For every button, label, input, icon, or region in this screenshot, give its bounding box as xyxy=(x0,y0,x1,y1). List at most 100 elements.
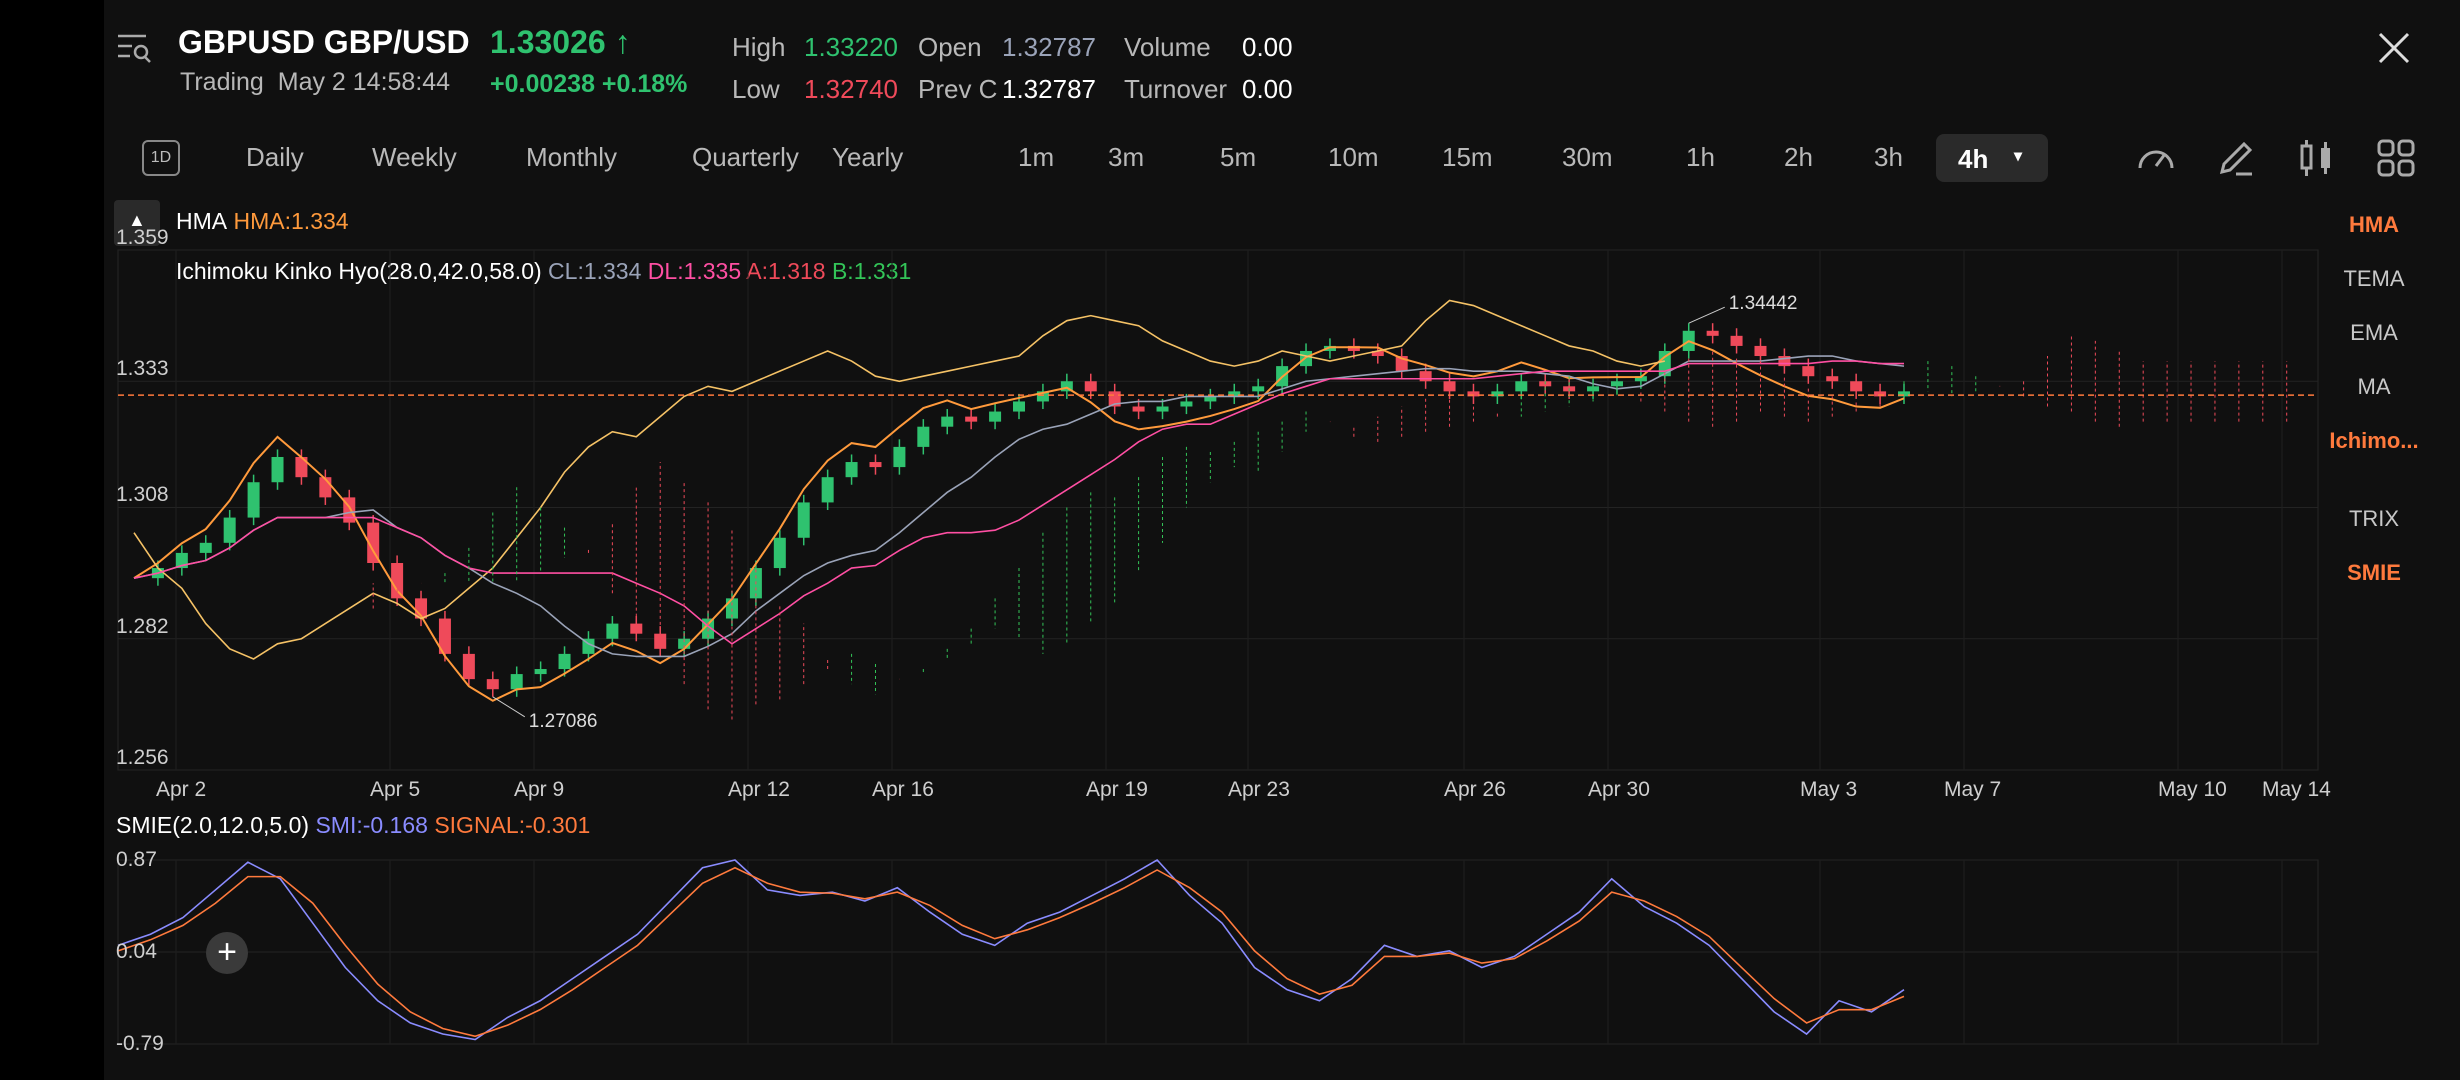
date-tick-label: Apr 26 xyxy=(1444,778,1506,801)
up-arrow-icon: ↑ xyxy=(614,24,631,60)
candle xyxy=(462,653,475,680)
prevc-label: Prev C xyxy=(918,74,998,104)
candle xyxy=(1491,391,1504,397)
candle xyxy=(1180,401,1193,407)
base-line xyxy=(133,360,1904,645)
trading-status: Trading May 2 14:58:44 xyxy=(180,68,451,96)
candle xyxy=(1610,381,1623,387)
candle xyxy=(965,416,978,422)
chart-app: GBPUSD GBP/USD 1.33026 ↑ Trading May 2 1… xyxy=(104,0,2460,1080)
candle xyxy=(1371,350,1384,357)
date-tick-label: May 10 xyxy=(2158,778,2227,801)
symbol-title: GBPUSD GBP/USD xyxy=(178,24,470,60)
candle xyxy=(1634,376,1647,382)
timeframe-1m[interactable]: 1m xyxy=(1018,142,1055,172)
low-marker-line xyxy=(492,696,526,718)
smi-line xyxy=(117,858,1905,1041)
candle xyxy=(271,456,284,483)
candle xyxy=(534,669,547,675)
timeframe-15m[interactable]: 15m xyxy=(1442,142,1493,172)
candle xyxy=(510,674,523,690)
timeframe-1h[interactable]: 1h xyxy=(1686,142,1715,172)
candle xyxy=(941,416,954,427)
smie-tick-label: 0.04 xyxy=(116,940,157,963)
timeframe-10m[interactable]: 10m xyxy=(1328,142,1379,172)
candlestick-icon[interactable] xyxy=(2294,136,2338,180)
candle xyxy=(1802,366,1815,377)
candle xyxy=(1204,396,1217,402)
candle xyxy=(1323,345,1336,351)
indicator-ema[interactable]: EMA xyxy=(2350,320,2398,345)
ichimoku-legend: Ichimoku Kinko Hyo(28.0,42.0,58.0) CL:1.… xyxy=(176,258,912,284)
candle xyxy=(1013,401,1025,412)
timeframe-5m[interactable]: 5m xyxy=(1220,142,1257,172)
indicator-ichimo[interactable]: Ichimo... xyxy=(2329,428,2419,453)
indicator-tema[interactable]: TEMA xyxy=(2343,266,2405,291)
crosshair-icon[interactable]: + xyxy=(206,932,248,974)
candle xyxy=(1898,391,1910,397)
candle xyxy=(869,462,882,468)
smie-legend: SMIE(2.0,12.0,5.0) SMI:-0.168 SIGNAL:-0.… xyxy=(116,812,591,838)
indicator-trix[interactable]: TRIX xyxy=(2348,506,2400,531)
candle xyxy=(1347,345,1360,351)
candle xyxy=(1228,391,1241,397)
high-annotation: 1.34442 xyxy=(1729,293,1798,314)
candle xyxy=(1467,391,1480,397)
period-icon[interactable]: 1D xyxy=(142,140,180,176)
pencil-icon[interactable] xyxy=(2214,136,2258,180)
indicator-smie[interactable]: SMIE xyxy=(2347,560,2401,585)
candle xyxy=(1252,386,1265,392)
hma-legend: HMA HMA:1.334 xyxy=(176,208,349,234)
gauge-icon[interactable] xyxy=(2134,136,2178,180)
signal-line xyxy=(117,866,1905,1038)
grid-layout-icon[interactable] xyxy=(2374,136,2418,180)
smie-tick-label: -0.79 xyxy=(116,1032,164,1055)
menu-search-icon[interactable] xyxy=(116,30,152,66)
date-tick-label: Apr 5 xyxy=(370,778,421,801)
low-value: 1.32740 xyxy=(804,74,898,104)
date-tick-label: Apr 9 xyxy=(514,778,565,801)
indicator-ma[interactable]: MA xyxy=(2357,374,2391,399)
timeframe-3m[interactable]: 3m xyxy=(1108,142,1145,172)
timeframe-yearly[interactable]: Yearly xyxy=(832,142,904,172)
price-chart[interactable]: 1.34442 1.27086 xyxy=(104,240,2324,780)
smie-chart[interactable] xyxy=(104,846,2324,1056)
caret-up-icon: ▲ xyxy=(128,210,146,230)
candle xyxy=(797,502,810,538)
close-icon[interactable] xyxy=(2374,28,2414,68)
candle xyxy=(486,679,499,690)
timeframe-4h-active[interactable]: 4h ▾ xyxy=(1936,134,2048,182)
prevc-value: 1.32787 xyxy=(1002,74,1096,104)
price-change: +0.00238 +0.18% xyxy=(490,70,688,98)
timeframe-30m[interactable]: 30m xyxy=(1562,142,1613,172)
price-tick-label: 1.308 xyxy=(116,483,169,507)
candle xyxy=(893,446,906,468)
date-tick-label: May 3 xyxy=(1800,778,1858,801)
timeframe-quarterly[interactable]: Quarterly xyxy=(692,142,799,172)
last-price: 1.33026 ↑ xyxy=(490,24,631,60)
candle xyxy=(367,522,380,564)
date-tick-label: May 7 xyxy=(1944,778,2002,801)
candle xyxy=(1874,391,1887,397)
timeframe-2h[interactable]: 2h xyxy=(1784,142,1813,172)
candle xyxy=(1132,406,1145,412)
candle xyxy=(199,542,212,553)
candle xyxy=(391,563,404,599)
candle xyxy=(1850,381,1863,392)
timeframe-monthly[interactable]: Monthly xyxy=(526,142,618,172)
candle xyxy=(1036,391,1049,402)
price-tick-label: 1.333 xyxy=(116,357,169,381)
date-tick-label: Apr 12 xyxy=(728,778,790,801)
date-tick-label: Apr 30 xyxy=(1588,778,1650,801)
indicator-hma[interactable]: HMA xyxy=(2348,212,2400,237)
collapse-button[interactable]: ▲ xyxy=(114,200,160,246)
timeframe-weekly[interactable]: Weekly xyxy=(372,142,457,172)
candle xyxy=(1706,330,1719,336)
turnover-label: Turnover xyxy=(1124,74,1228,104)
timeframe-3h[interactable]: 3h xyxy=(1874,142,1903,172)
candle xyxy=(1826,376,1839,382)
timeframe-daily[interactable]: Daily xyxy=(246,142,304,172)
open-value: 1.32787 xyxy=(1002,32,1096,62)
volume-value: 0.00 xyxy=(1242,32,1293,62)
candle xyxy=(295,456,308,478)
